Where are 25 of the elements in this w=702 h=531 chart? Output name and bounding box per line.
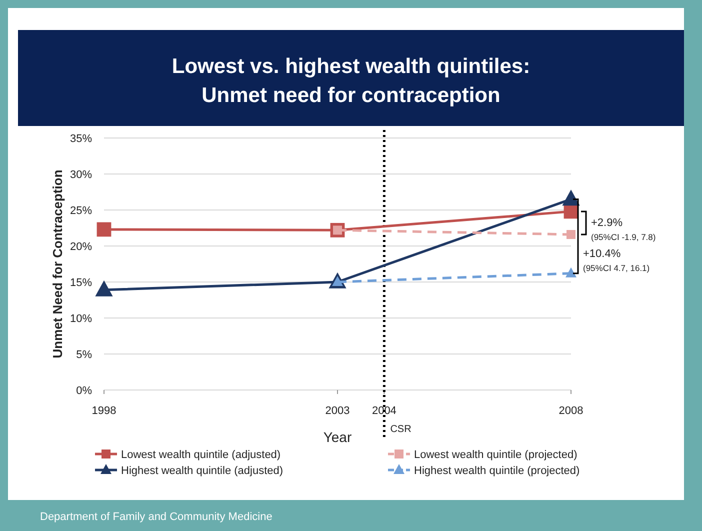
x-tick-label: 2004 (372, 405, 396, 417)
x-tick-label: 2008 (558, 405, 584, 417)
text: (95%CI 4.7, 16.1) (583, 263, 650, 274)
y-tick-label: 20% (70, 241, 92, 253)
y-axis-title: Unmet Need for Contraception (50, 170, 65, 358)
x-tick-label: 2003 (325, 405, 350, 417)
text: Department of Family and Community Medicine (40, 511, 272, 523)
x-tick-label: 1998 (92, 405, 116, 417)
y-tick-label: 5% (76, 349, 92, 361)
y-tick-label: 10% (70, 313, 92, 325)
legend-label: Highest wealth quintile (projected) (414, 465, 580, 477)
y-tick-label: 35% (70, 133, 92, 145)
text: (95%CI -1.9, 7.8) (591, 232, 656, 242)
y-tick-label: 15% (70, 277, 92, 289)
chart-title: Lowest vs. highest wealth quintiles: Unmet need for contraception (172, 55, 530, 107)
y-tick-label: 0% (76, 385, 92, 397)
legend-label: Highest wealth quintile (adjusted) (121, 465, 284, 477)
ref-line-label: CSR (390, 424, 412, 435)
y-tick-label: 25% (70, 205, 92, 217)
legend-label: Lowest wealth quintile (adjusted) (121, 449, 281, 461)
y-tick-label: 30% (70, 169, 92, 181)
x-axis-title: Year (323, 429, 352, 445)
text: +2.9% (591, 217, 623, 230)
legend-label: Lowest wealth quintile (projected) (414, 449, 578, 461)
text: +10.4% (583, 248, 621, 260)
